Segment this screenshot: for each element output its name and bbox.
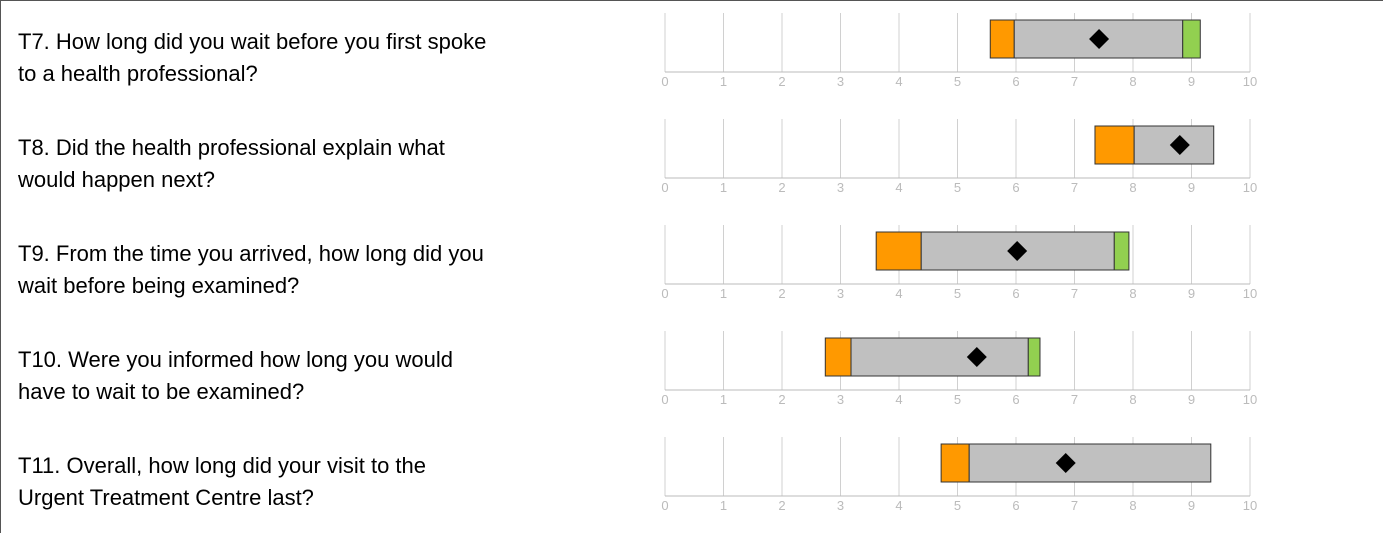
x-tick-label: 7 xyxy=(1071,392,1078,407)
score-diamond xyxy=(1089,29,1110,49)
x-tick-label: 8 xyxy=(1129,498,1136,513)
score-diamond xyxy=(1055,453,1076,473)
x-tick-label: 10 xyxy=(1243,180,1257,195)
x-tick-label: 6 xyxy=(1012,74,1019,89)
x-tick-label: 9 xyxy=(1188,180,1195,195)
x-tick-label: 3 xyxy=(837,180,844,195)
x-tick-label: 5 xyxy=(954,180,961,195)
range-segment xyxy=(968,443,1212,483)
x-tick-label: 1 xyxy=(720,392,727,407)
x-tick-label: 0 xyxy=(661,498,668,513)
x-tick-label: 1 xyxy=(720,286,727,301)
x-tick-label: 7 xyxy=(1071,286,1078,301)
range-segment xyxy=(850,337,1029,377)
x-tick-label: 4 xyxy=(895,392,902,407)
x-tick-label: 0 xyxy=(661,180,668,195)
x-tick-label: 9 xyxy=(1188,498,1195,513)
question-text: would happen next? xyxy=(17,167,215,192)
question-text: T8. Did the health professional explain … xyxy=(18,135,445,160)
range-segment xyxy=(940,443,970,483)
x-tick-label: 3 xyxy=(837,74,844,89)
x-tick-label: 2 xyxy=(778,286,785,301)
x-tick-label: 3 xyxy=(837,286,844,301)
x-tick-label: 8 xyxy=(1129,74,1136,89)
score-diamond xyxy=(966,347,987,367)
x-tick-label: 4 xyxy=(895,74,902,89)
question-text: T10. Were you informed how long you woul… xyxy=(18,347,453,372)
x-tick-label: 6 xyxy=(1012,392,1019,407)
score-diamond xyxy=(1007,241,1028,261)
x-tick-label: 0 xyxy=(661,74,668,89)
score-diamond xyxy=(1169,135,1190,155)
x-tick-label: 2 xyxy=(778,498,785,513)
question-text: have to wait to be examined? xyxy=(18,379,304,404)
question-text: Urgent Treatment Centre last? xyxy=(18,485,314,510)
x-tick-label: 3 xyxy=(837,392,844,407)
x-tick-label: 5 xyxy=(954,286,961,301)
x-tick-label: 10 xyxy=(1243,498,1257,513)
x-tick-label: 4 xyxy=(895,286,902,301)
range-segment xyxy=(1182,19,1201,59)
x-tick-label: 9 xyxy=(1188,74,1195,89)
x-tick-label: 1 xyxy=(720,180,727,195)
x-tick-label: 10 xyxy=(1243,74,1257,89)
x-tick-label: 4 xyxy=(895,498,902,513)
x-tick-label: 8 xyxy=(1129,286,1136,301)
x-tick-label: 6 xyxy=(1012,180,1019,195)
x-tick-label: 1 xyxy=(720,74,727,89)
range-segment xyxy=(989,19,1015,59)
question-text: wait before being examined? xyxy=(17,273,299,298)
question-text: to a health professional? xyxy=(18,61,258,86)
x-tick-label: 10 xyxy=(1243,286,1257,301)
range-segment xyxy=(1113,231,1130,271)
question-text: T7. How long did you wait before you fir… xyxy=(18,29,486,54)
x-tick-label: 5 xyxy=(954,392,961,407)
range-segment xyxy=(1027,337,1041,377)
x-tick-label: 9 xyxy=(1188,286,1195,301)
x-tick-label: 1 xyxy=(720,498,727,513)
x-tick-label: 0 xyxy=(661,392,668,407)
x-tick-label: 5 xyxy=(954,74,961,89)
x-tick-label: 8 xyxy=(1129,392,1136,407)
x-tick-label: 6 xyxy=(1012,286,1019,301)
range-segment xyxy=(875,231,922,271)
question-text: T9. From the time you arrived, how long … xyxy=(18,241,484,266)
range-segment xyxy=(1094,125,1135,165)
x-tick-label: 0 xyxy=(661,286,668,301)
x-tick-label: 7 xyxy=(1071,180,1078,195)
x-tick-label: 9 xyxy=(1188,392,1195,407)
question-text: T11. Overall, how long did your visit to… xyxy=(18,453,426,478)
x-tick-label: 2 xyxy=(778,74,785,89)
x-tick-label: 3 xyxy=(837,498,844,513)
x-tick-label: 2 xyxy=(778,392,785,407)
x-tick-label: 5 xyxy=(954,498,961,513)
x-tick-label: 10 xyxy=(1243,392,1257,407)
x-tick-label: 6 xyxy=(1012,498,1019,513)
range-segment xyxy=(824,337,852,377)
x-tick-label: 2 xyxy=(778,180,785,195)
x-tick-label: 8 xyxy=(1129,180,1136,195)
x-tick-label: 7 xyxy=(1071,74,1078,89)
x-tick-label: 7 xyxy=(1071,498,1078,513)
x-tick-label: 4 xyxy=(895,180,902,195)
